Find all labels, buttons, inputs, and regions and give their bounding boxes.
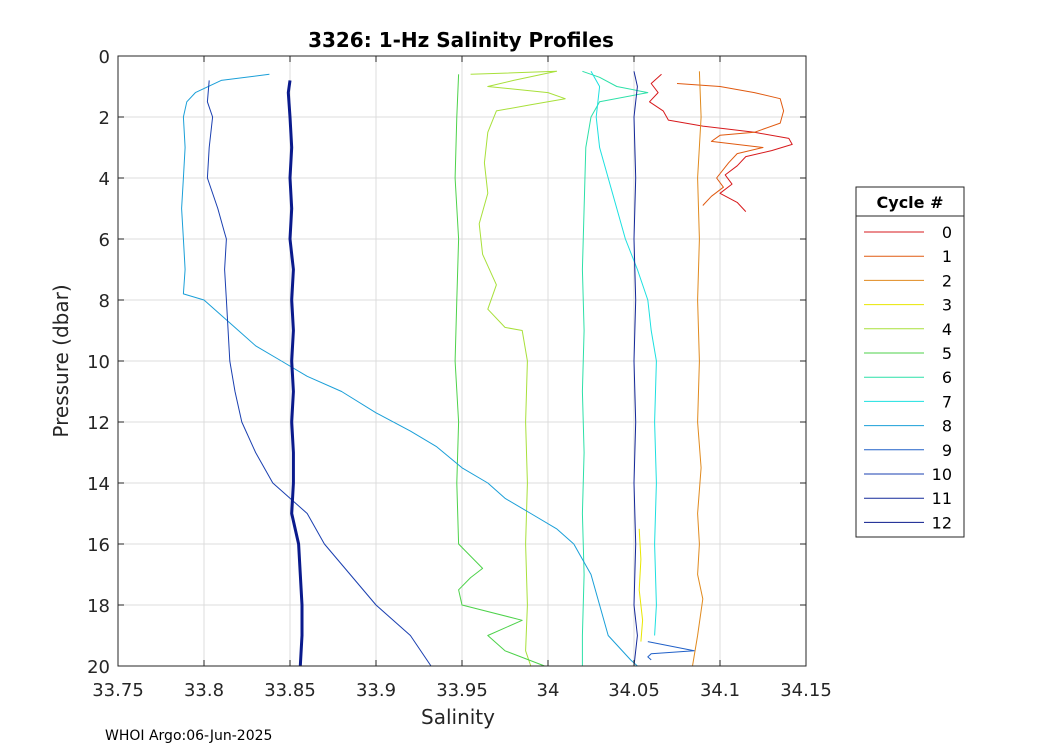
- series-line-cycle-2: [692, 71, 704, 667]
- legend-label: 0: [942, 223, 952, 242]
- series-line-cycle-9: [647, 641, 695, 661]
- x-tick-label: 34.1: [700, 680, 740, 701]
- y-tick-label: 18: [87, 596, 110, 617]
- x-tick-label: 33.75: [92, 680, 144, 701]
- series-line-cycle-3: [638, 528, 644, 642]
- legend-label: 10: [932, 465, 952, 484]
- chart-title: 3326: 1-Hz Salinity Profiles: [308, 28, 614, 52]
- x-tick-label: 33.85: [264, 680, 316, 701]
- series-line-cycle-11: [633, 71, 638, 667]
- series-layer: [181, 70, 793, 667]
- y-tick-label: 14: [87, 474, 110, 495]
- footer-stamp: WHOI Argo:06-Jun-2025: [105, 728, 272, 744]
- legend-title: Cycle #: [877, 193, 944, 212]
- y-tick-label: 8: [99, 291, 110, 312]
- x-tick-label: 33.95: [436, 680, 488, 701]
- series-line-cycle-6: [581, 70, 649, 666]
- x-tick-label: 33.8: [184, 680, 224, 701]
- series-line-cycle-12: [286, 80, 304, 667]
- legend-label: 11: [932, 489, 952, 508]
- legend-label: 3: [942, 296, 952, 315]
- y-axis-title: Pressure (dbar): [49, 284, 73, 437]
- legend-label: 5: [942, 344, 952, 363]
- y-tick-label: 0: [99, 47, 110, 68]
- y-tick-label: 12: [87, 413, 110, 434]
- y-tick-label: 10: [87, 352, 110, 373]
- y-tick-label: 4: [99, 169, 110, 190]
- x-axis-title: Salinity: [421, 705, 495, 729]
- y-tick-label: 20: [87, 657, 110, 678]
- series-line-cycle-0: [649, 73, 793, 212]
- legend-label: 12: [932, 513, 952, 532]
- series-line-cycle-1: [676, 83, 785, 206]
- y-tick-label: 2: [99, 108, 110, 129]
- legend-label: 6: [942, 368, 952, 387]
- legend-label: 4: [942, 320, 952, 339]
- y-tick-label: 16: [87, 535, 110, 556]
- series-line-cycle-7: [590, 71, 657, 636]
- series-line-cycle-5: [454, 74, 545, 667]
- legend-box: [855, 186, 965, 538]
- y-tick-label: 6: [99, 230, 110, 251]
- x-tick-label: 33.9: [356, 680, 396, 701]
- legend-label: 8: [942, 417, 952, 436]
- series-line-cycle-10: [206, 80, 432, 667]
- series-line-cycle-4: [470, 70, 566, 667]
- legend-label: 9: [942, 441, 952, 460]
- grid: [117, 55, 807, 667]
- ticks: 33.75 33.8 33.85 33.9 33.95 34 34.05 34.1 34.15 0…: [87, 47, 832, 701]
- x-tick-label: 34.15: [780, 680, 832, 701]
- x-tick-label: 34: [537, 680, 560, 701]
- series-line-cycle-8: [181, 73, 638, 667]
- legend-label: 7: [942, 392, 952, 411]
- x-tick-label: 34.05: [608, 680, 660, 701]
- legend-label: 1: [942, 247, 952, 266]
- legend-label: 2: [942, 271, 952, 290]
